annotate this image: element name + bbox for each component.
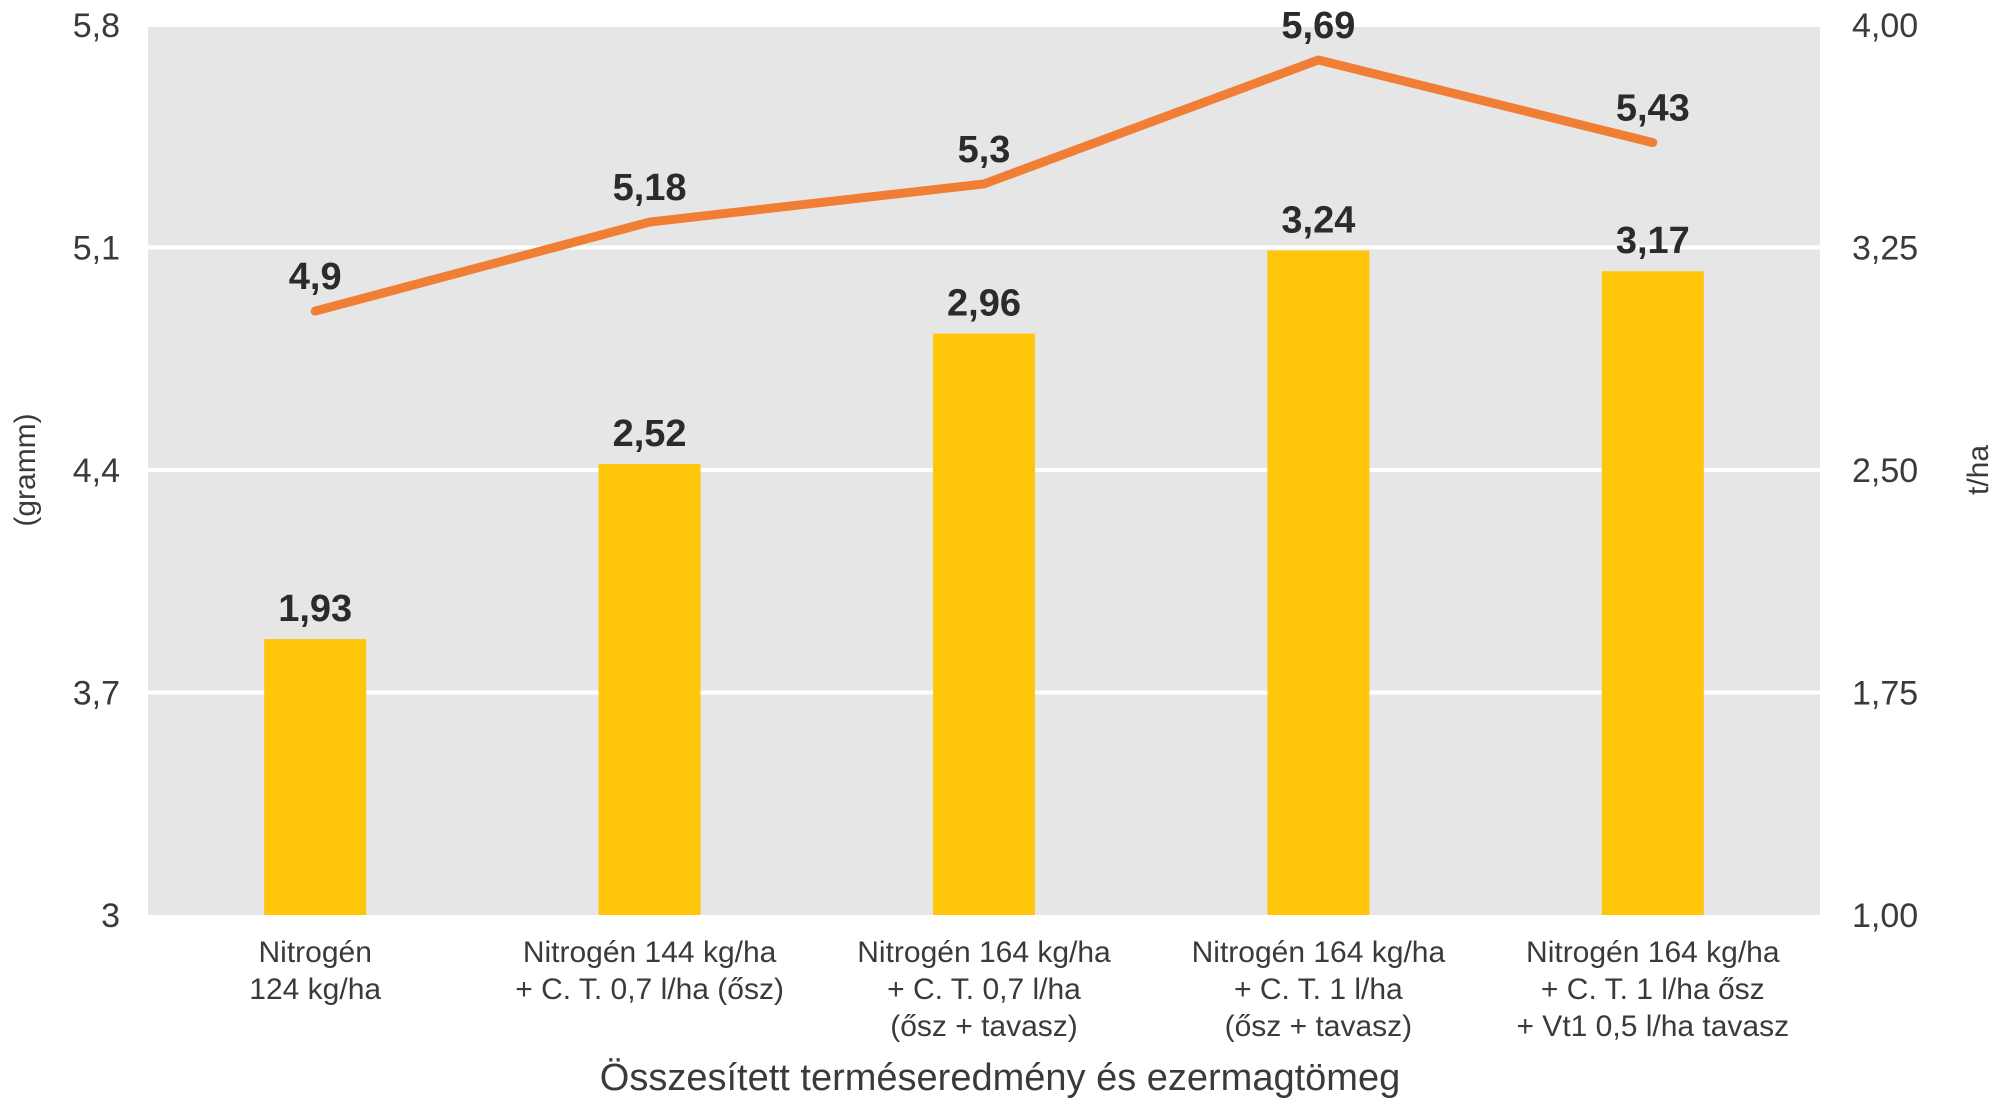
category-label-line: Nitrogén 164 kg/ha bbox=[1192, 936, 1446, 969]
bar bbox=[1601, 271, 1704, 915]
bar-data-label: 2,96 bbox=[947, 283, 1021, 325]
chart-title: Összesített terméseredmény és ezermagtöm… bbox=[600, 1057, 1400, 1099]
right-axis-tick-label: 4,00 bbox=[1852, 7, 1918, 45]
category-label: Nitrogén 164 kg/ha + C. T. 1 l/ha (ősz + t… bbox=[1192, 936, 1446, 1043]
category-label: Nitrogén 164 kg/ha + C. T. 0,7 l/ha (ősz +… bbox=[857, 936, 1111, 1043]
category-label-line: Nitrogén 164 kg/ha bbox=[857, 936, 1111, 969]
line-point bbox=[648, 221, 651, 224]
category-label-line: (ősz + tavasz) bbox=[890, 1010, 1078, 1043]
bar-data-label: 1,93 bbox=[278, 588, 352, 630]
category-label-line: + C. T. 0,7 l/ha (ősz) bbox=[515, 973, 784, 1006]
category-label-line: + C. T. 0,7 l/ha bbox=[887, 973, 1081, 1006]
bar-data-label: 2,52 bbox=[613, 413, 687, 455]
bar bbox=[933, 333, 1035, 915]
right-axis-tick-label: 1,75 bbox=[1852, 675, 1918, 713]
category-label-line: + Vt1 0,5 l/ha tavasz bbox=[1516, 1010, 1789, 1043]
right-axis-tick-label: 1,00 bbox=[1852, 897, 1918, 935]
left-axis-tick-label: 5,8 bbox=[73, 7, 120, 45]
right-axis-tick-label: 3,25 bbox=[1852, 230, 1918, 268]
line-data-label: 5,3 bbox=[958, 129, 1011, 171]
line-data-label: 4,9 bbox=[289, 256, 342, 298]
line-data-label: 5,69 bbox=[1281, 5, 1355, 47]
category-label-line: (ősz + tavasz) bbox=[1225, 1010, 1413, 1043]
category-label-line: + C. T. 1 l/ha ősz bbox=[1541, 973, 1765, 1006]
bar bbox=[264, 639, 367, 915]
line-point bbox=[983, 182, 985, 185]
category-label-line: Nitrogén 144 kg/ha bbox=[523, 936, 777, 969]
right-axis-title: t/ha bbox=[1962, 445, 1995, 495]
left-axis-tick-label: 5,1 bbox=[73, 230, 120, 268]
line-data-label: 5,18 bbox=[613, 167, 687, 209]
category-label: Nitrogén 164 kg/ha + C. T. 1 l/ha ősz + Vt… bbox=[1516, 936, 1789, 1043]
right-axis-tick-label: 2,50 bbox=[1852, 452, 1918, 490]
line-point bbox=[1651, 141, 1654, 144]
bar-data-label: 3,24 bbox=[1281, 199, 1355, 241]
category-label: Nitrogén 144 kg/ha + C. T. 0,7 l/ha (ősz) bbox=[515, 936, 784, 1006]
left-axis-tick-label: 3,7 bbox=[73, 675, 120, 713]
line-data-label: 5,43 bbox=[1616, 88, 1690, 130]
left-axis-title: (gramm) bbox=[9, 413, 42, 526]
category-label-line: Nitrogén 164 kg/ha bbox=[1526, 936, 1780, 969]
category-label: Nitrogén 124 kg/ha bbox=[249, 936, 381, 1006]
bar-data-label: 3,17 bbox=[1616, 220, 1690, 262]
left-axis-tick-label: 4,4 bbox=[73, 452, 120, 490]
left-axis-tick-label: 3 bbox=[101, 897, 120, 935]
bar bbox=[1267, 250, 1370, 915]
line-point bbox=[314, 310, 317, 313]
category-label-line: 124 kg/ha bbox=[249, 973, 381, 1006]
category-label-line: Nitrogén bbox=[258, 936, 371, 969]
bar bbox=[598, 464, 701, 915]
line-point bbox=[1317, 58, 1320, 61]
category-label-line: + C. T. 1 l/ha bbox=[1234, 973, 1403, 1006]
